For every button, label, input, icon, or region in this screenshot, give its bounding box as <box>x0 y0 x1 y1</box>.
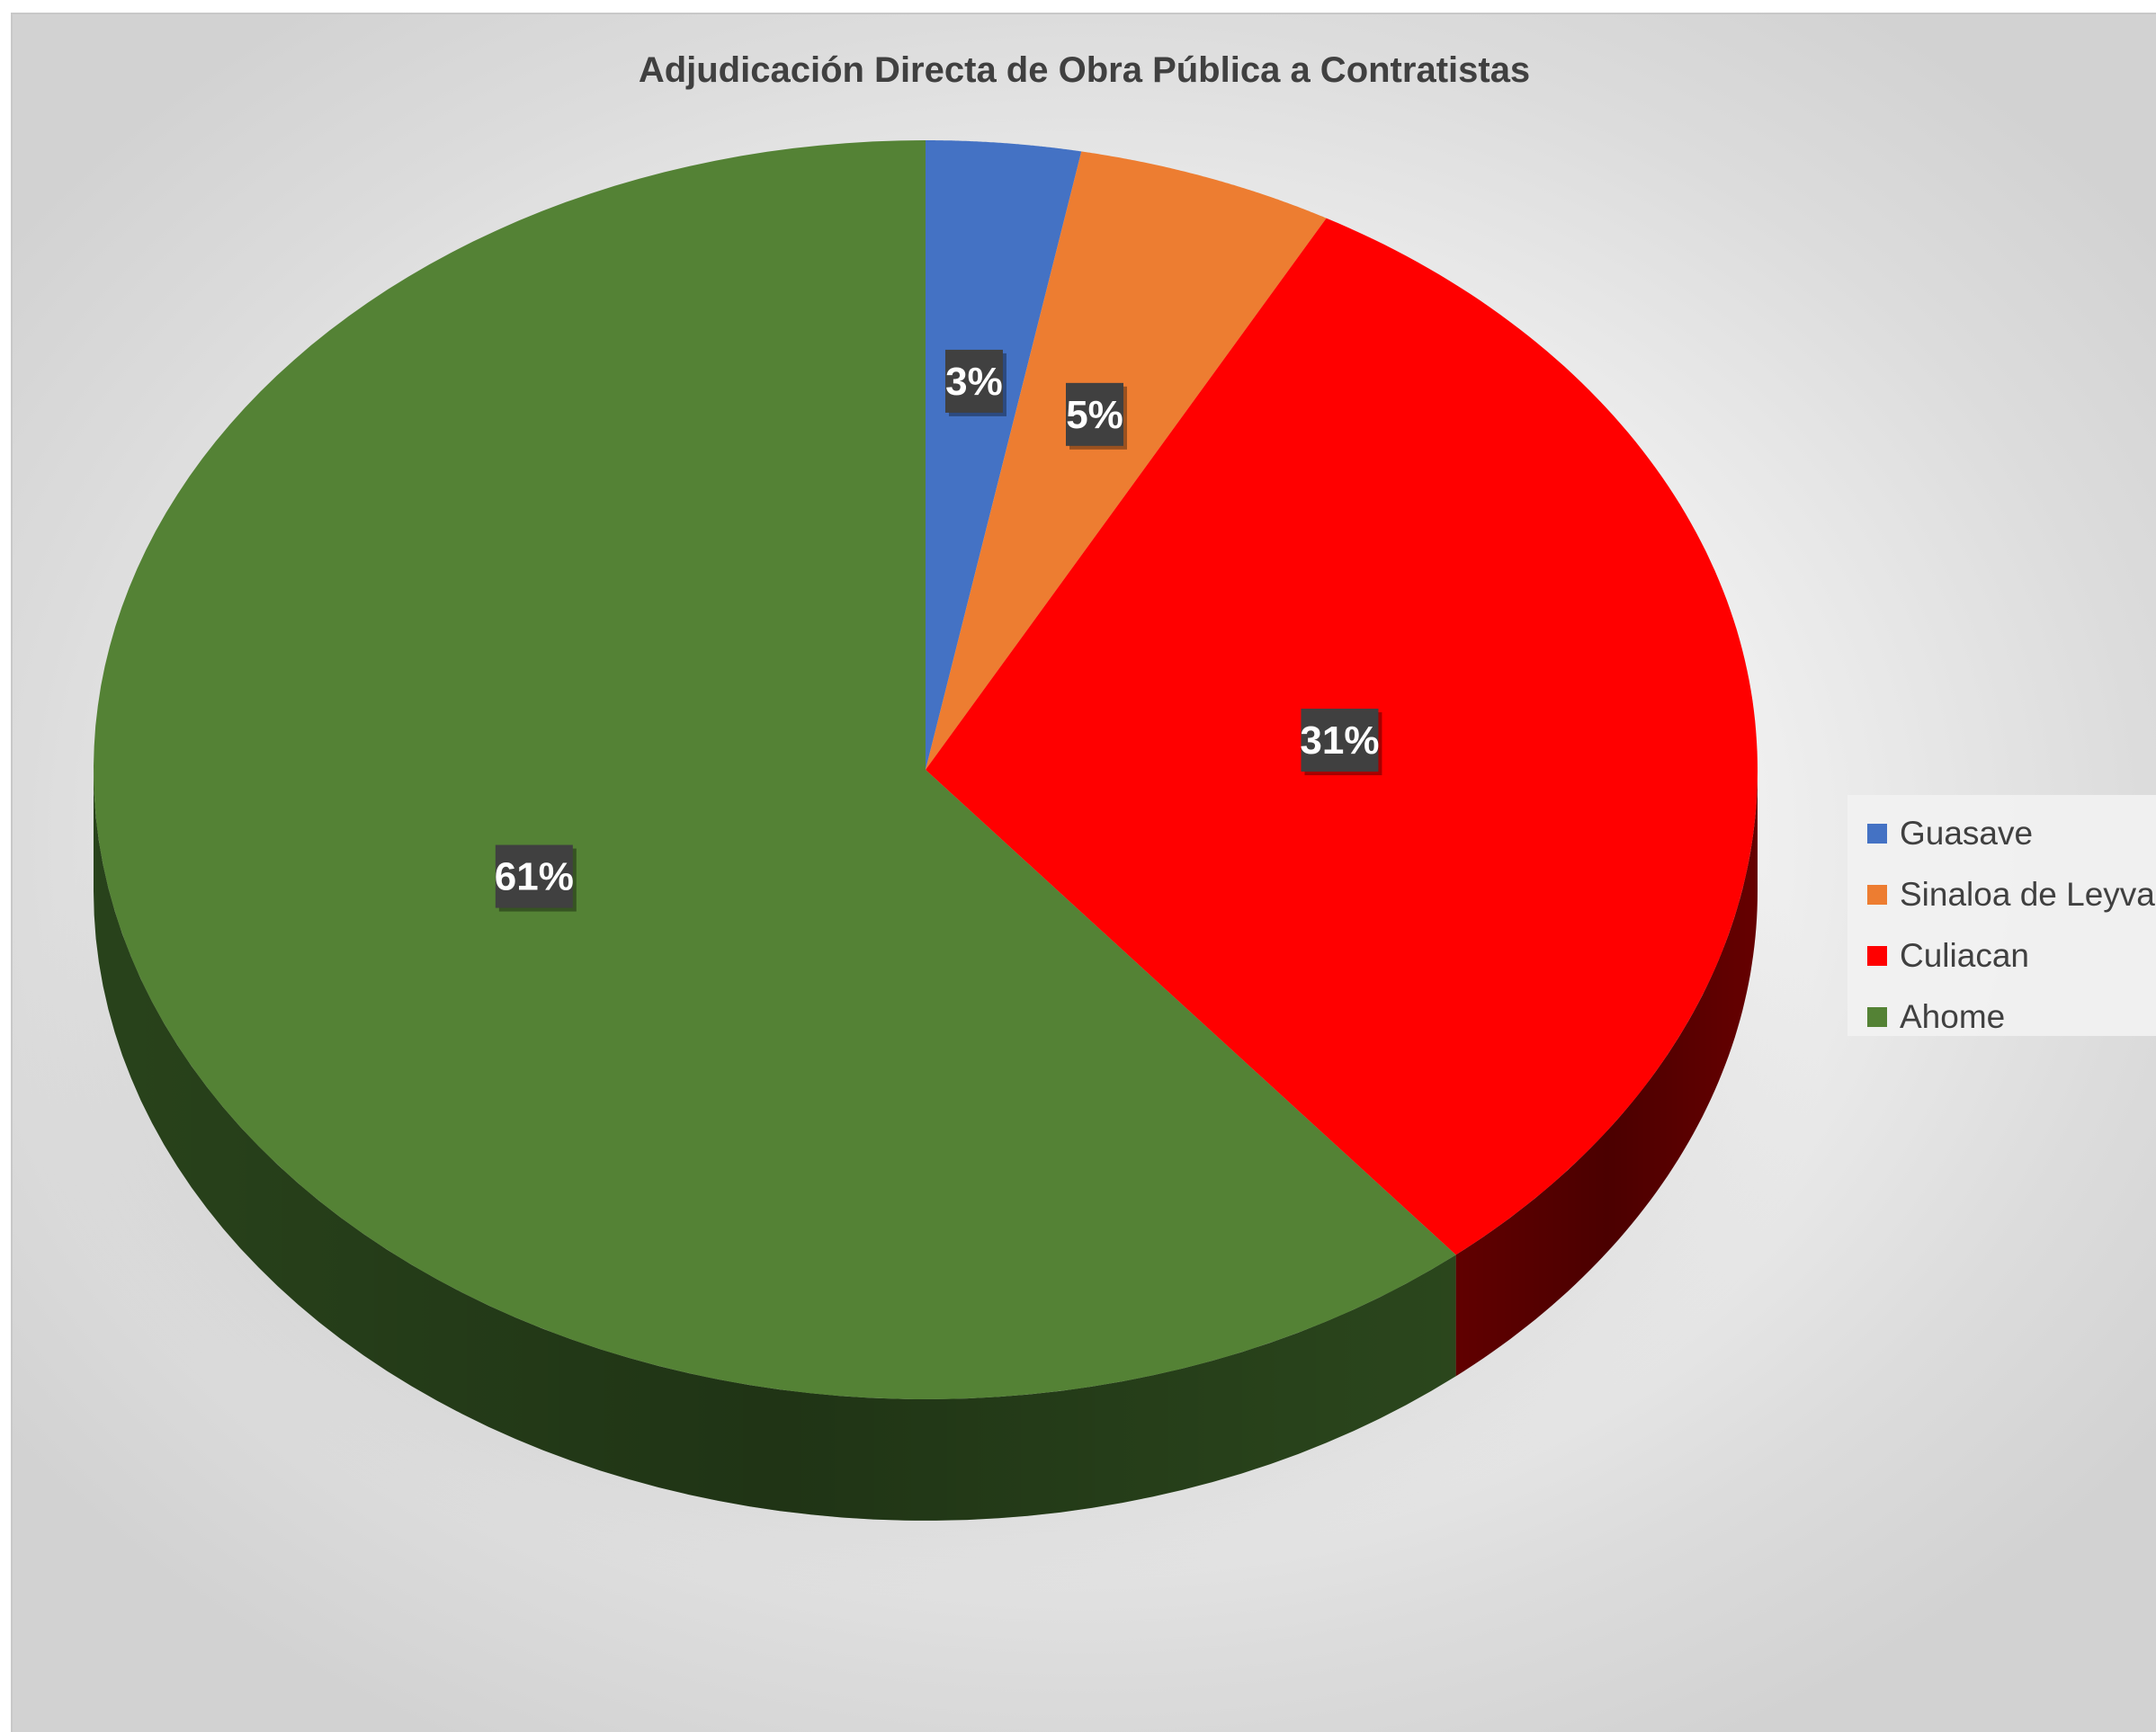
data-label-box <box>495 844 573 908</box>
legend-label: Ahome <box>1900 998 2006 1035</box>
legend-swatch <box>1867 946 1887 966</box>
data-label-box <box>1065 382 1123 446</box>
pie-side-shade <box>94 770 1456 1521</box>
pie-slice-guasave <box>926 140 1082 770</box>
legend: Guasave Sinaloa de Leyva Culiacan Ahome <box>1847 795 2156 1036</box>
pie-side-shade <box>1455 770 1758 1377</box>
pie-data-labels: 3% 5% 31% 61% <box>495 349 1382 912</box>
legend-swatch <box>1867 885 1887 905</box>
data-label-guasave: 3% <box>944 349 1006 416</box>
legend-swatch <box>1867 1007 1887 1027</box>
data-label-culiacan: 31% <box>1300 709 1382 776</box>
pie-slices <box>94 140 1758 1399</box>
chart-title: Adjudicación Directa de Obra Pública a C… <box>638 50 1531 90</box>
data-label-sinaloa-de-leyva: 5% <box>1065 382 1127 450</box>
data-label-text: 31% <box>1300 719 1379 763</box>
data-label-text: 61% <box>495 855 574 899</box>
data-label-box <box>944 349 1003 413</box>
data-label-text: 5% <box>1066 393 1123 437</box>
chart-area: Adjudicación Directa de Obra Pública a C… <box>11 13 2156 1732</box>
pie-slice-sinaloa-de-leyva <box>926 151 1327 770</box>
data-label-text: 3% <box>945 360 1003 404</box>
legend-item-guasave: Guasave <box>1847 815 2156 876</box>
legend-label: Sinaloa de Leyva <box>1900 876 2155 913</box>
legend-item-ahome: Ahome <box>1847 998 2156 1059</box>
pie-sides <box>94 770 1758 1521</box>
pie-chart: 3% 5% 31% 61% <box>22 140 1821 1597</box>
legend-item-sinaloa-de-leyva: Sinaloa de Leyva <box>1847 876 2156 937</box>
legend-swatch <box>1867 824 1887 844</box>
pie-slice-ahome <box>94 140 1456 1399</box>
data-label-ahome: 61% <box>495 844 577 912</box>
legend-label: Culiacan <box>1900 937 2029 974</box>
legend-label: Guasave <box>1900 815 2034 852</box>
legend-item-culiacan: Culiacan <box>1847 937 2156 998</box>
data-label-box <box>1301 709 1379 772</box>
